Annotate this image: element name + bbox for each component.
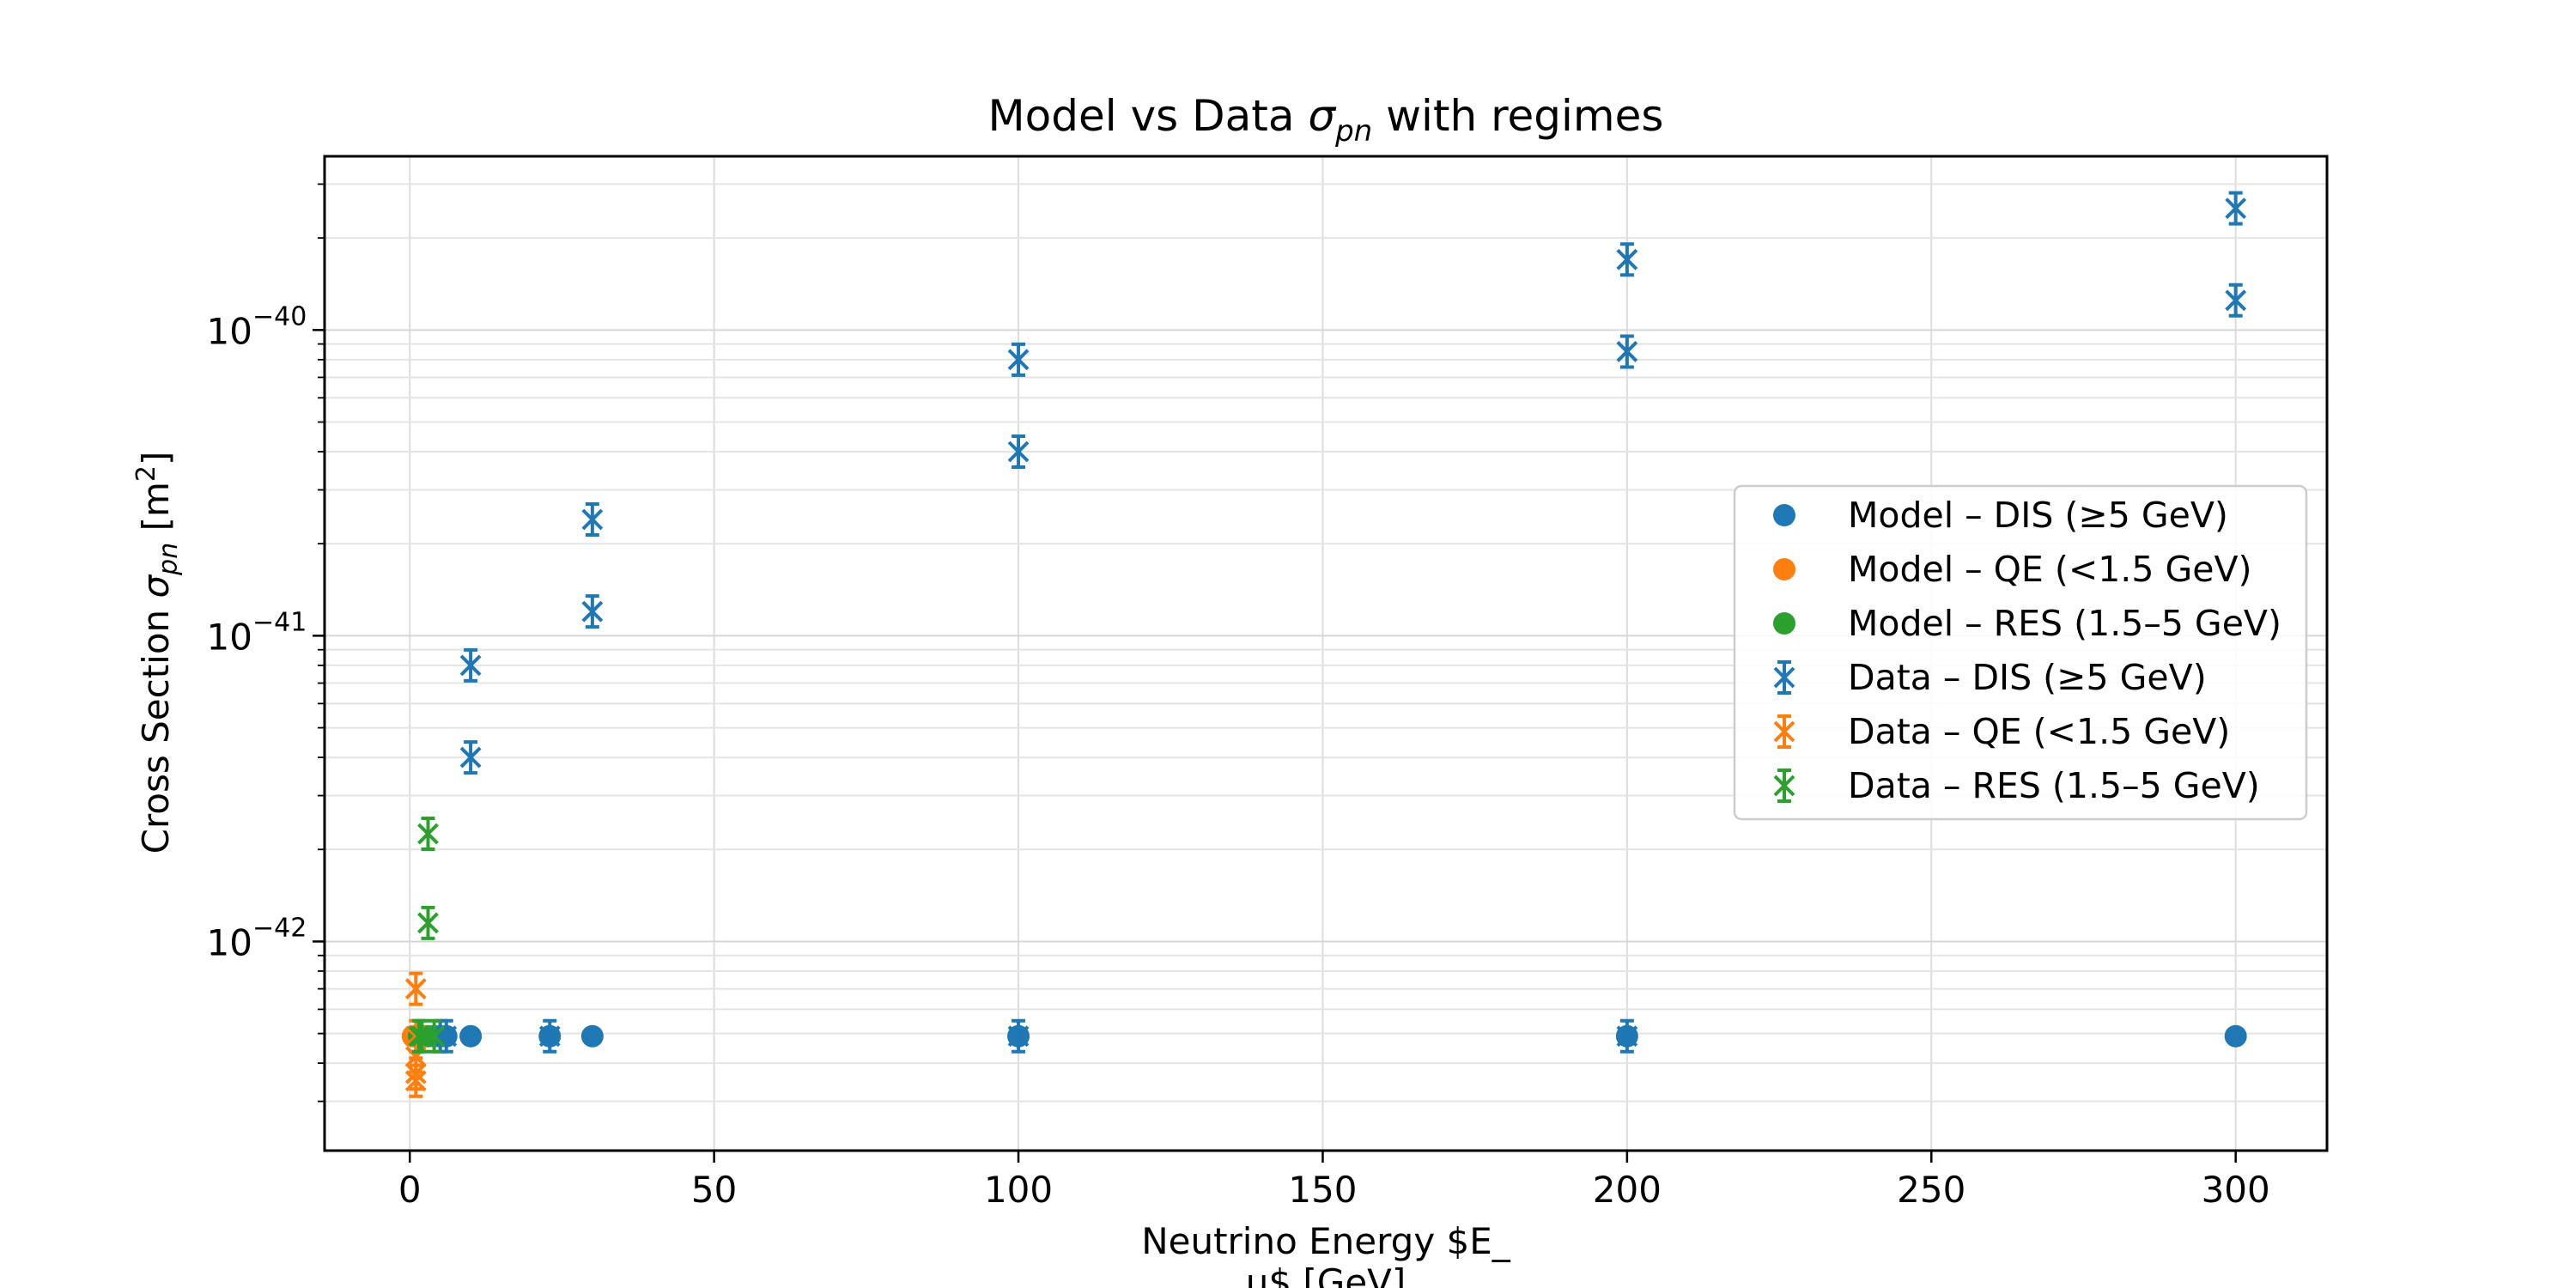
legend-label: Data – DIS (≥5 GeV) — [1848, 657, 2207, 698]
model-point — [580, 1024, 604, 1048]
plot-frame — [323, 155, 2329, 1152]
data-point — [423, 1018, 446, 1054]
data-point — [2225, 283, 2247, 318]
legend-marker — [1773, 612, 1795, 635]
data-point — [1616, 334, 1638, 369]
data-points — [401, 191, 2247, 1098]
legend-label: Data – RES (1.5–5 GeV) — [1848, 765, 2260, 806]
legend-marker — [1773, 769, 1795, 803]
chart-title: Model vs Data σpn with regimes — [988, 91, 1664, 149]
data-point — [1007, 342, 1030, 377]
x-axis-label-line-2: u$ [GeV] — [1246, 1261, 1406, 1288]
series-0 — [428, 1024, 2247, 1048]
y-tick-label: 10−41 — [207, 607, 307, 658]
x-tick-label: 250 — [1897, 1169, 1965, 1211]
legend-marker — [1773, 504, 1795, 526]
x-tick-label: 200 — [1593, 1169, 1662, 1211]
data-point — [2225, 191, 2247, 226]
legend-label: Model – QE (<1.5 GeV) — [1848, 549, 2252, 590]
legend-label: Data – QE (<1.5 GeV) — [1848, 711, 2230, 752]
model-point — [459, 1024, 483, 1048]
data-point — [1616, 1018, 1638, 1054]
legend-marker — [1773, 558, 1795, 580]
x-tick-label: 100 — [984, 1169, 1053, 1211]
legend-marker — [1773, 660, 1795, 695]
y-tick-label: 10−40 — [207, 301, 307, 352]
data-point — [1007, 434, 1030, 470]
data-point — [459, 647, 482, 683]
x-tick-label: 0 — [398, 1169, 422, 1211]
legend-label: Model – DIS (≥5 GeV) — [1848, 495, 2228, 536]
model-point — [2224, 1024, 2247, 1048]
x-tick-label: 50 — [691, 1169, 737, 1211]
legend-frame — [1733, 484, 2308, 821]
legend-marker — [1773, 714, 1795, 749]
data-point — [417, 905, 439, 940]
data-point — [581, 501, 604, 537]
data-point — [404, 971, 427, 1006]
axes-ticks: 0 50 100 150 200 250 300 10−42 10−41 10−40 — [207, 183, 2270, 1211]
y-tick-label: 10−42 — [207, 913, 307, 963]
data-point — [1616, 242, 1638, 277]
legend: Model – DIS (≥5 GeV) Model – QE (<1.5 GeV… — [1733, 484, 2308, 821]
x-tick-label: 300 — [2202, 1169, 2270, 1211]
data-point — [459, 740, 482, 775]
legend-label: Model – RES (1.5–5 GeV) — [1848, 603, 2281, 644]
series-5 — [408, 817, 446, 1054]
data-point — [404, 1063, 427, 1098]
data-point — [1007, 1018, 1030, 1054]
x-tick-label: 150 — [1288, 1169, 1357, 1211]
data-point — [581, 594, 604, 629]
data-point — [538, 1018, 561, 1054]
y-axis-label: Cross Section σpn [m2] — [131, 452, 184, 854]
data-point — [417, 817, 439, 852]
x-axis-label-line-1: Neutrino Energy $E_ — [1141, 1220, 1511, 1262]
series-3 — [429, 191, 2247, 1054]
